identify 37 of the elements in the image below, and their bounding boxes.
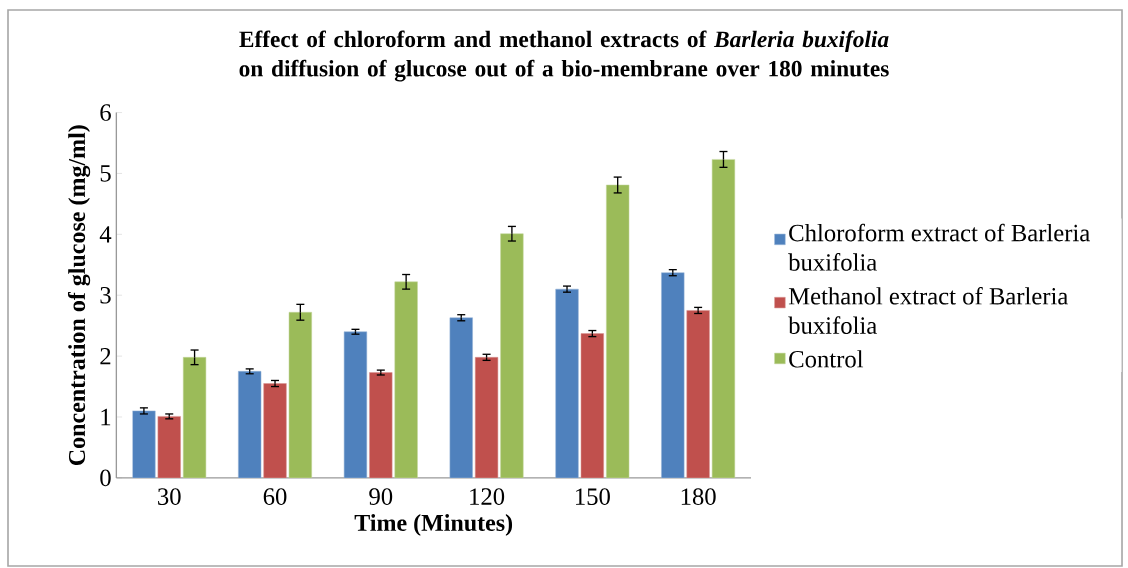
bar xyxy=(555,288,579,478)
bar xyxy=(474,357,499,478)
bar xyxy=(500,233,524,478)
y-tick-label: 2 xyxy=(100,347,111,365)
y-axis-title: Concentration of glucose (mg/ml) xyxy=(67,125,91,466)
bar xyxy=(711,159,736,478)
legend-label: Methanol extract of Barleria buxifolia xyxy=(788,286,1068,334)
bar xyxy=(288,312,312,478)
bar xyxy=(238,371,262,478)
bar xyxy=(394,281,418,478)
y-tick-label: 0 xyxy=(100,469,111,487)
y-tick-label: 1 xyxy=(101,408,111,426)
bar xyxy=(686,310,710,478)
y-tick-label: 6 xyxy=(100,104,111,121)
bar xyxy=(661,272,685,478)
bar xyxy=(606,184,630,478)
bar xyxy=(580,333,604,478)
legend-label: Control xyxy=(789,350,864,368)
bar xyxy=(263,383,287,478)
x-axis-title: Time (Minutes) xyxy=(354,514,513,536)
x-tick-label: 120 xyxy=(470,488,505,505)
bar xyxy=(157,416,181,478)
bar xyxy=(182,357,207,478)
y-tick-label: 4 xyxy=(99,226,112,243)
x-tick-label: 60 xyxy=(263,488,287,505)
x-tick-label: 90 xyxy=(369,488,393,505)
y-tick-label: 5 xyxy=(100,165,111,182)
x-tick-label: 30 xyxy=(158,488,181,505)
bar xyxy=(132,410,156,478)
x-tick-label: 150 xyxy=(576,488,610,505)
y-tick-label: 3 xyxy=(100,286,111,304)
legend-label: Chloroform extract of Barleria buxifolia xyxy=(788,223,1090,271)
bar xyxy=(369,372,393,478)
chart-title: Effect of chloroform and methanol extracts of Barleria buxifolia on diffusion of glucose out of a bio-membrane over 180 minutes xyxy=(239,30,889,82)
bar xyxy=(343,331,368,478)
x-tick-label: 180 xyxy=(681,488,716,505)
bar xyxy=(449,317,473,478)
